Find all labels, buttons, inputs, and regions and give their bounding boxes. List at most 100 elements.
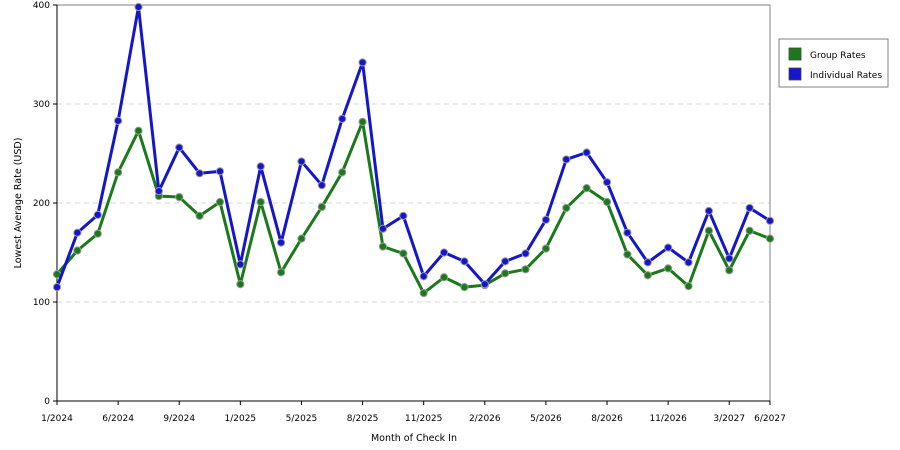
data-point (175, 143, 184, 152)
data-point (73, 228, 82, 237)
data-point (297, 234, 306, 243)
data-point (745, 226, 754, 235)
data-point (582, 148, 591, 157)
data-point (114, 116, 123, 125)
data-point (195, 169, 204, 178)
data-point (643, 271, 652, 280)
data-point (664, 264, 673, 273)
x-tick-label: 8/2025 (347, 414, 379, 424)
x-tick-label: 11/2026 (649, 414, 687, 424)
y-tick-label: 100 (33, 298, 50, 308)
data-point (175, 192, 184, 202)
data-point (93, 229, 102, 238)
data-point (52, 283, 62, 292)
x-tick-label: 1/2024 (41, 414, 73, 424)
data-point (765, 234, 775, 243)
y-tick-label: 200 (33, 199, 50, 209)
series (52, 2, 775, 298)
data-point (562, 203, 571, 213)
series-line (55, 5, 772, 289)
series-line (55, 120, 772, 295)
data-point (236, 260, 245, 269)
data-point (317, 202, 326, 212)
data-point (684, 282, 693, 291)
data-point (73, 246, 82, 255)
data-point (358, 117, 367, 126)
data-point (725, 266, 734, 275)
data-point (338, 114, 347, 123)
legend-label: Group Rates (810, 51, 866, 61)
data-point (93, 210, 102, 219)
data-point (623, 228, 632, 237)
data-point (460, 283, 469, 292)
data-point (562, 155, 571, 164)
data-point (154, 187, 163, 196)
x-tick-label: 5/2026 (530, 414, 562, 424)
x-tick-label: 11/2025 (405, 414, 442, 424)
data-point (419, 272, 428, 281)
data-point (725, 254, 734, 263)
data-point (460, 257, 469, 266)
data-point (399, 249, 408, 258)
data-point (602, 197, 612, 207)
data-point (297, 157, 306, 166)
legend-label: Individual Rates (810, 71, 882, 81)
data-point (317, 181, 326, 190)
data-point (399, 211, 408, 220)
data-point (643, 258, 652, 267)
legend-swatch (788, 67, 802, 81)
data-point (765, 216, 775, 225)
axes: 0 100 200 300 400 1/2024 6/2024 9/2024 1/2025 5/2… (33, 1, 786, 424)
data-point (276, 238, 286, 247)
data-point (704, 206, 713, 216)
legend: Group Rates Individual Rates (778, 38, 889, 88)
x-tick-label: 9/2024 (163, 414, 195, 424)
legend-swatch (788, 47, 802, 61)
data-point (439, 273, 449, 282)
x-tick-label: 3/2027 (713, 414, 745, 424)
series-individual-rates (52, 2, 775, 292)
data-point (276, 268, 286, 277)
data-point (134, 2, 143, 12)
data-point (358, 58, 367, 67)
data-point (378, 224, 388, 233)
data-point (541, 244, 551, 253)
x-tick-label: 6/2024 (102, 414, 134, 424)
y-tick-label: 400 (33, 1, 50, 11)
series-group-rates (52, 117, 775, 298)
data-point (704, 226, 713, 235)
x-tick-label: 5/2025 (286, 414, 318, 424)
grid (57, 103, 770, 303)
data-point (215, 197, 225, 207)
data-point (256, 197, 265, 207)
x-axis-title: Month of Check In (371, 433, 457, 444)
data-point (215, 167, 225, 176)
x-tick-label: 2/2026 (469, 414, 501, 424)
data-point (501, 269, 510, 278)
data-point (378, 242, 388, 251)
y-tick-label: 0 (44, 397, 50, 407)
data-point (114, 168, 123, 177)
data-point (541, 215, 551, 224)
data-point (684, 258, 693, 267)
data-point (623, 250, 632, 259)
data-point (256, 162, 265, 171)
data-point (195, 211, 204, 220)
data-point (521, 265, 530, 274)
data-point (419, 288, 428, 298)
y-axis-title: Lowest Average Rate (USD) (13, 138, 24, 269)
data-point (664, 243, 673, 252)
data-point (480, 280, 489, 289)
data-point (501, 257, 510, 266)
x-tick-label: 1/2025 (225, 414, 257, 424)
data-point (745, 203, 754, 213)
x-tick-label: 6/2027 (754, 414, 786, 424)
data-point (338, 168, 347, 177)
data-point (236, 280, 245, 289)
data-point (582, 184, 591, 193)
data-point (439, 248, 449, 257)
data-point (134, 126, 143, 135)
x-tick-label: 8/2026 (591, 414, 623, 424)
